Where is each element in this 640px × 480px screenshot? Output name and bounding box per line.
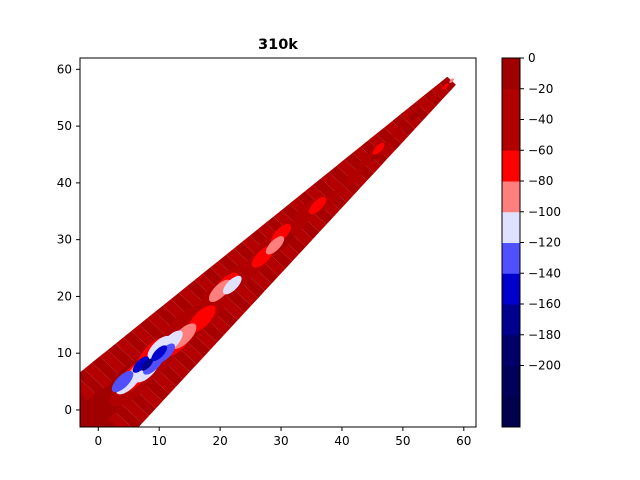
y-tick-label: 40	[57, 176, 72, 190]
colorbar-tick-label: −160	[528, 297, 561, 311]
colorbar-band	[502, 334, 520, 366]
contour-band-segment	[392, 114, 415, 137]
colorbar-tick-label: −20	[528, 82, 553, 96]
y-tick-label: 50	[57, 119, 72, 133]
contour-region-blob	[140, 358, 154, 371]
contour-region-blob	[435, 88, 443, 96]
contour-region-blob	[320, 190, 340, 210]
axes-frame	[79, 57, 477, 428]
contour-region-blob	[151, 345, 168, 362]
contour-band-segment	[320, 172, 354, 203]
contour-region-blob	[449, 78, 454, 84]
contour-region-blob	[423, 99, 432, 108]
contour-region-blob	[265, 236, 285, 255]
colorbar-tick-label: −180	[528, 328, 561, 342]
colorbar-band	[502, 304, 520, 336]
colorbar-tick-label: −120	[528, 236, 561, 250]
x-axis: 0 10 20 30 40 50 60	[94, 427, 471, 448]
contour-band-segment	[376, 127, 402, 151]
contour-band-segment	[344, 153, 375, 181]
contour-region-blob	[155, 343, 175, 363]
colorbar-tick-label: −60	[528, 143, 553, 157]
colorbar-tick-label: −40	[528, 113, 553, 127]
contour-group	[80, 76, 456, 427]
x-tick-label: 50	[395, 434, 410, 448]
colorbar-band	[502, 150, 520, 182]
y-axis: 0 10 20 30 40 50 60	[57, 62, 80, 417]
colorbar-band	[502, 88, 520, 120]
contour-region-blob	[409, 103, 421, 115]
contour-region-blob	[222, 275, 242, 295]
chart-title: 310k	[258, 37, 298, 53]
x-tick-label: 60	[456, 434, 471, 448]
y-tick-label: 30	[57, 233, 72, 247]
contour-band-segment	[328, 165, 361, 196]
colorbar-band	[502, 273, 520, 305]
contour-region-blob	[308, 196, 327, 215]
colorbar-tick-label: −140	[528, 266, 561, 280]
colorbar-tick-label: 0	[528, 51, 536, 65]
x-tick-label: 40	[334, 434, 349, 448]
x-tick-label: 20	[212, 434, 227, 448]
contour-region-blob	[442, 83, 449, 90]
contour-region-blob	[377, 141, 392, 156]
x-tick-label: 10	[152, 434, 167, 448]
contour-region-blob	[391, 126, 403, 138]
contour-region-blob	[409, 108, 421, 121]
colorbar-tick-label: −200	[528, 359, 561, 373]
contour-region-blob	[288, 211, 310, 234]
y-tick-label: 10	[57, 346, 72, 360]
plot-area	[79, 57, 477, 428]
colorbar-band	[502, 211, 520, 243]
y-tick-label: 20	[57, 289, 72, 303]
contour-region-blob	[345, 168, 364, 187]
contour-region-blob	[111, 370, 134, 393]
contour-region-blob	[132, 356, 150, 373]
colorbar-band	[502, 396, 520, 428]
x-tick-label: 30	[273, 434, 288, 448]
colorbar-tick-label: −100	[528, 205, 561, 219]
contour-region-blob	[372, 142, 385, 155]
y-tick-label: 0	[64, 403, 72, 417]
contour-region-blob	[359, 152, 374, 168]
colorbar-band	[502, 119, 520, 151]
colorbar: 0 −20 −40 −60 −80 −100 −120 −140 −160 −180 −200	[501, 51, 561, 428]
colorbar-band	[502, 242, 520, 274]
colorbar-tick-label: −80	[528, 174, 553, 188]
colorbar-band	[502, 58, 520, 90]
colorbar-band	[502, 181, 520, 213]
colorbar-band	[502, 365, 520, 397]
x-tick-label: 0	[94, 434, 102, 448]
y-tick-label: 60	[57, 62, 72, 76]
